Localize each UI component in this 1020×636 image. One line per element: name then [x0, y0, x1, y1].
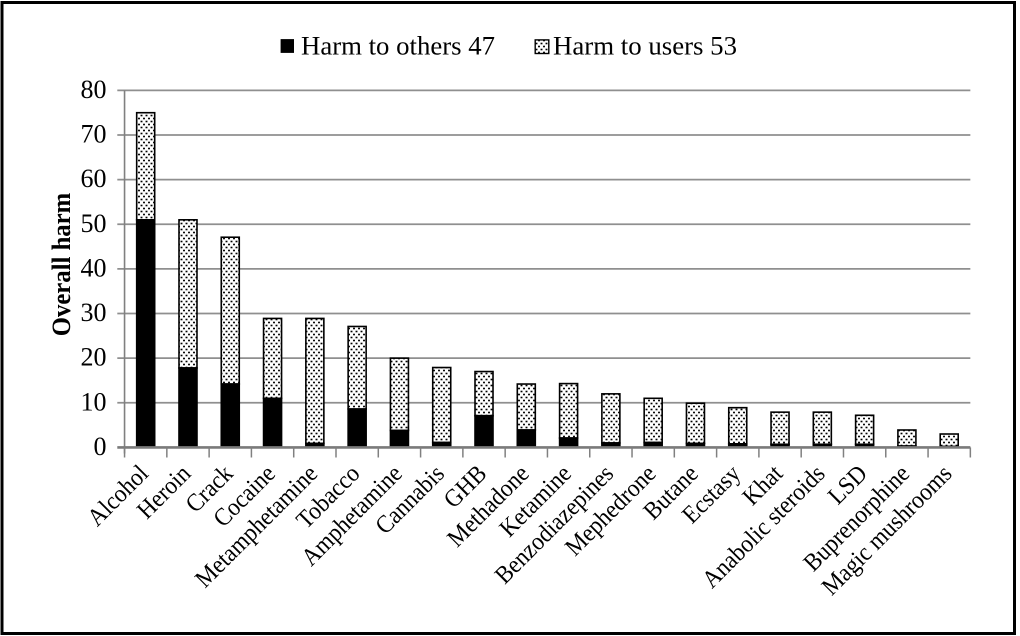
svg-text:10: 10 — [81, 387, 107, 416]
svg-text:30: 30 — [81, 298, 107, 327]
svg-text:40: 40 — [81, 253, 107, 282]
svg-text:50: 50 — [81, 209, 107, 238]
svg-text:60: 60 — [81, 164, 107, 193]
svg-text:20: 20 — [81, 343, 107, 372]
svg-text:0: 0 — [94, 432, 107, 461]
svg-text:Overall harm: Overall harm — [47, 192, 76, 336]
svg-text:Harm to others 47: Harm to others 47 — [301, 32, 495, 61]
svg-text:70: 70 — [81, 120, 107, 149]
svg-text:80: 80 — [81, 75, 107, 104]
svg-text:Harm to users 53: Harm to users 53 — [553, 32, 737, 61]
